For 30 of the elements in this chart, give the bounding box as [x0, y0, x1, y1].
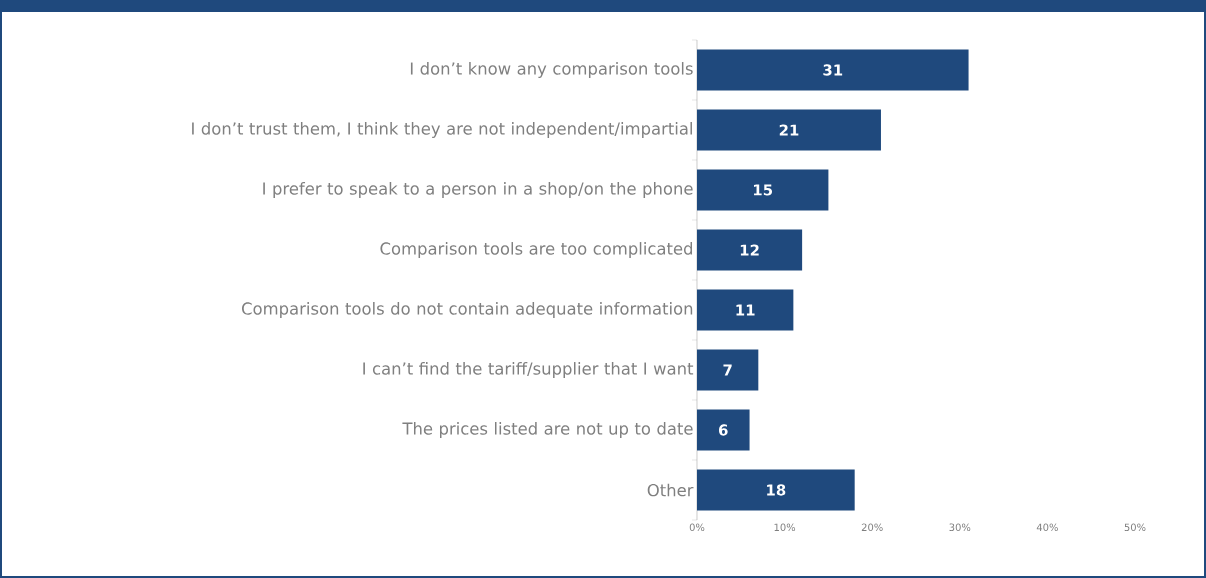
- bar: [697, 49, 969, 91]
- x-tick-label: 40%: [1036, 523, 1058, 532]
- x-tick-label: 0%: [689, 523, 705, 532]
- data-label: 12: [740, 244, 759, 256]
- data-label: 21: [779, 124, 799, 136]
- bar: [697, 469, 855, 511]
- y-tick-label: Other: [647, 483, 694, 497]
- bar: [697, 169, 829, 211]
- data-label: 6: [719, 424, 728, 436]
- bar: [697, 289, 794, 331]
- data-label: 31: [823, 64, 843, 76]
- data-label: 18: [767, 484, 786, 496]
- y-tick-label: I can’t find the tariff/supplier that I want: [363, 362, 694, 378]
- x-tick-label: 10%: [774, 523, 796, 532]
- data-label: 15: [753, 184, 773, 196]
- bar: [697, 409, 750, 451]
- data-label: 7: [723, 364, 732, 376]
- y-tick-label: The prices listed are not up to date: [402, 422, 693, 438]
- bar: [697, 349, 759, 391]
- y-tick-label: Comparison tools do not contain adequate information: [242, 302, 693, 318]
- y-tick-label: I don’t know any comparison tools: [410, 62, 693, 78]
- x-tick-label: 50%: [1124, 523, 1146, 532]
- data-label: 11: [736, 304, 755, 316]
- y-tick-label: Comparison tools are too complicated: [380, 242, 693, 258]
- y-tick-label: I don’t trust them, I think they are not independent/impartial: [192, 122, 692, 138]
- bar: [697, 109, 881, 151]
- bar: [697, 229, 803, 271]
- x-tick-label: 20%: [861, 523, 883, 532]
- y-tick-label: I prefer to speak to a person in a shop/on the phone: [263, 182, 693, 198]
- x-tick-label: 30%: [949, 523, 971, 532]
